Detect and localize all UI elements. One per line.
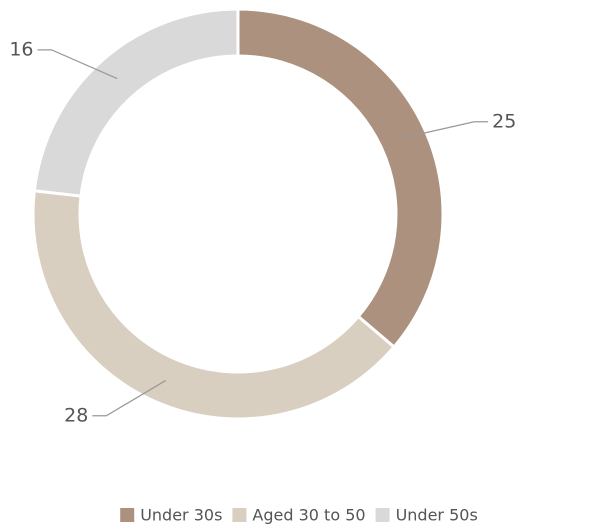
slice	[236, 7, 445, 350]
data-label: 25	[492, 110, 516, 132]
leader-line	[92, 379, 167, 417]
legend-label: Under 50s	[396, 506, 478, 525]
data-label: 28	[64, 404, 88, 426]
legend-item: Under 50s	[375, 506, 478, 525]
legend-swatch	[375, 508, 390, 522]
slice	[32, 7, 240, 198]
slice	[31, 189, 397, 421]
legend-label: Aged 30 to 50	[252, 506, 365, 525]
leader-line	[37, 49, 118, 80]
data-label: 16	[9, 38, 33, 60]
legend-swatch	[232, 508, 247, 522]
leader-line	[402, 121, 489, 139]
legend-item: Under 30s	[120, 506, 222, 525]
legend-swatch	[120, 508, 135, 522]
legend-item: Aged 30 to 50	[232, 506, 366, 525]
legend-label: Under 30s	[140, 506, 222, 525]
